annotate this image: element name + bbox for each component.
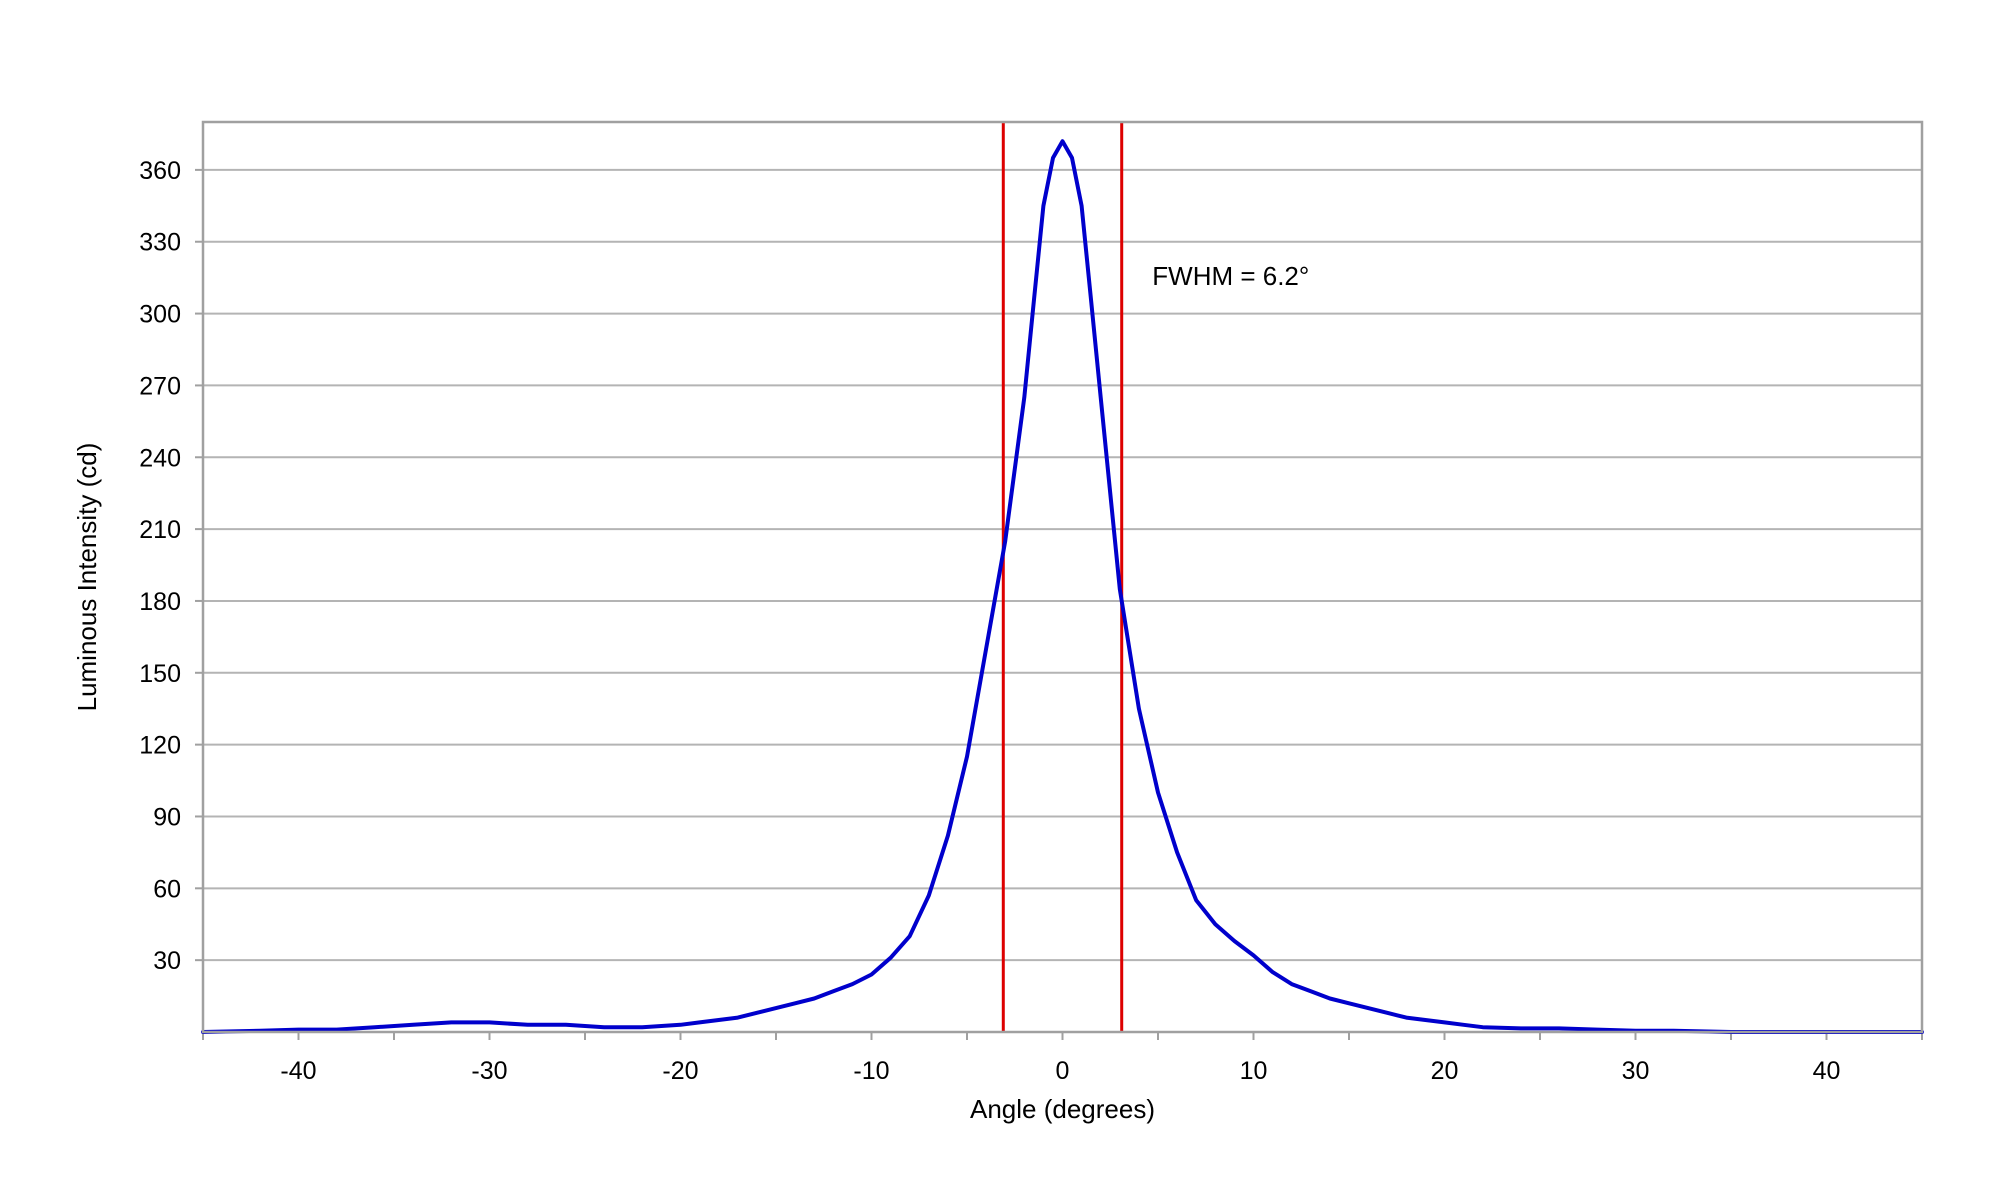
y-tick-label: 300 [139,301,181,329]
x-tick-label: -40 [280,1057,316,1085]
y-tick-label: 180 [139,588,181,616]
x-tick-label: 10 [1240,1057,1268,1085]
y-tick-label: 330 [139,229,181,257]
y-tick-label: 270 [139,372,181,400]
fwhm-markers [1001,122,1124,1032]
y-tick-label: 150 [139,660,181,688]
y-tick-label: 60 [153,875,181,903]
x-tick-label: -20 [662,1057,698,1085]
y-tick-label: 90 [153,803,181,831]
x-axis-title: Angle (degrees) [970,1094,1155,1124]
gridlines [203,168,1922,962]
intensity-curve [201,139,1924,1034]
x-tick-label: 30 [1622,1057,1650,1085]
x-tick-label: 20 [1431,1057,1459,1085]
fwhm-annotation: FWHM = 6.2° [1152,261,1309,291]
x-axis-ticks: -40 -30 -20 -10 0 10 20 30 40 [202,1032,1923,1085]
y-tick-label: 210 [139,516,181,544]
y-axis-title: Luminous Intensity (cd) [72,443,102,712]
y-tick-label: 30 [153,947,181,975]
y-axis-ticks: 30 60 90 120 150 180 210 240 270 300 330 360 [139,157,203,975]
x-tick-label: -10 [853,1057,889,1085]
x-tick-label: 40 [1813,1057,1841,1085]
y-tick-label: 240 [139,444,181,472]
x-tick-label: -30 [471,1057,507,1085]
y-tick-label: 120 [139,732,181,760]
x-tick-label: 0 [1056,1057,1070,1085]
plot-frame [201,120,1924,1034]
y-tick-label: 360 [139,157,181,185]
